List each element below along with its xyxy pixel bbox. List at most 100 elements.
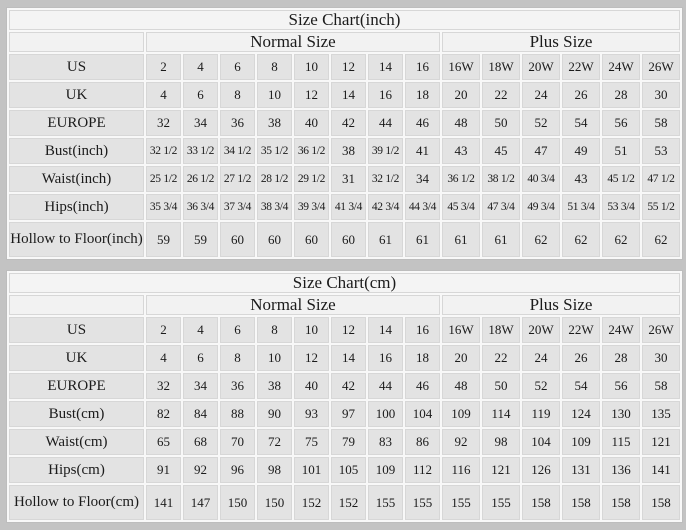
size-cell: 61 <box>405 222 440 257</box>
size-cell: 152 <box>331 485 366 520</box>
size-cell: 48 <box>442 110 480 136</box>
size-cell: 91 <box>146 457 181 483</box>
row-label: Hips(inch) <box>9 194 144 220</box>
size-cell: 10 <box>294 317 329 343</box>
size-cell: 45 <box>482 138 520 164</box>
size-cell: 51 3/4 <box>562 194 600 220</box>
size-cell: 90 <box>257 401 292 427</box>
size-cell: 36 <box>220 110 255 136</box>
size-cell: 47 3/4 <box>482 194 520 220</box>
size-cell: 38 3/4 <box>257 194 292 220</box>
size-cell: 40 <box>294 373 329 399</box>
size-cell: 49 3/4 <box>522 194 560 220</box>
size-cell: 6 <box>220 54 255 80</box>
size-cell: 115 <box>602 429 640 455</box>
size-cell: 28 1/2 <box>257 166 292 192</box>
size-cell: 18W <box>482 317 520 343</box>
size-cell: 147 <box>183 485 218 520</box>
size-cell: 109 <box>442 401 480 427</box>
size-cell: 18 <box>405 82 440 108</box>
size-cell: 53 3/4 <box>602 194 640 220</box>
size-cell: 12 <box>331 317 366 343</box>
size-cell: 24W <box>602 54 640 80</box>
size-cell: 8 <box>257 317 292 343</box>
size-cell: 75 <box>294 429 329 455</box>
table-row: Hips(cm) 91 92 96 98 101 105 109 112 116 121 126 131… <box>9 457 680 483</box>
size-cell: 39 1/2 <box>368 138 403 164</box>
row-label: Bust(inch) <box>9 138 144 164</box>
size-cell: 121 <box>482 457 520 483</box>
size-cell: 116 <box>442 457 480 483</box>
size-cell: 97 <box>331 401 366 427</box>
size-cell: 36 1/2 <box>442 166 480 192</box>
group-header-normal-size: Normal Size <box>146 32 440 52</box>
size-cell: 58 <box>642 110 680 136</box>
table-row: UK 4 6 8 10 12 14 16 18 20 22 24 26 28 30 <box>9 82 680 108</box>
size-cell: 104 <box>522 429 560 455</box>
size-cell: 22W <box>562 317 600 343</box>
size-cell: 24 <box>522 82 560 108</box>
size-cell: 141 <box>642 457 680 483</box>
size-cell: 52 <box>522 110 560 136</box>
size-cell: 68 <box>183 429 218 455</box>
size-cell: 30 <box>642 82 680 108</box>
size-cell: 16 <box>405 54 440 80</box>
size-cell: 16 <box>368 82 403 108</box>
size-cell: 14 <box>331 345 366 371</box>
row-label: Bust(cm) <box>9 401 144 427</box>
size-cell: 8 <box>257 54 292 80</box>
size-chart-inch: Size Chart(inch) Normal Size Plus Size US 2 4… <box>6 7 683 260</box>
size-cell: 62 <box>522 222 560 257</box>
size-cell: 32 <box>146 373 181 399</box>
size-cell: 56 <box>602 373 640 399</box>
size-cell: 96 <box>220 457 255 483</box>
size-cell: 12 <box>331 54 366 80</box>
row-label: Waist(inch) <box>9 166 144 192</box>
size-cell: 6 <box>183 82 218 108</box>
row-label: Hips(cm) <box>9 457 144 483</box>
size-cell: 10 <box>257 345 292 371</box>
group-header-normal-size: Normal Size <box>146 295 440 315</box>
size-cell: 29 1/2 <box>294 166 329 192</box>
size-cell: 18 <box>405 345 440 371</box>
size-cell: 50 <box>482 110 520 136</box>
size-cell: 61 <box>482 222 520 257</box>
size-cell: 59 <box>183 222 218 257</box>
size-cell: 22W <box>562 54 600 80</box>
size-cell: 37 3/4 <box>220 194 255 220</box>
size-cell: 121 <box>642 429 680 455</box>
size-cell: 54 <box>562 110 600 136</box>
size-cell: 14 <box>368 317 403 343</box>
table-row: Hollow to Floor(cm) 141 147 150 150 152 152 155… <box>9 485 680 520</box>
size-cell: 28 <box>602 345 640 371</box>
table-row: Bust(inch) 32 1/2 33 1/2 34 1/2 35 1/2 36 1/2… <box>9 138 680 164</box>
size-cell: 158 <box>522 485 560 520</box>
size-cell: 25 1/2 <box>146 166 181 192</box>
size-cell: 126 <box>522 457 560 483</box>
size-cell: 6 <box>220 317 255 343</box>
size-cell: 155 <box>482 485 520 520</box>
size-cell: 43 <box>442 138 480 164</box>
size-cell: 36 1/2 <box>294 138 329 164</box>
size-cell: 16 <box>405 317 440 343</box>
size-cell: 38 <box>331 138 366 164</box>
size-cell: 48 <box>442 373 480 399</box>
size-cell: 62 <box>562 222 600 257</box>
size-cell: 70 <box>220 429 255 455</box>
size-cell: 42 <box>331 373 366 399</box>
size-cell: 38 <box>257 110 292 136</box>
size-cell: 41 <box>405 138 440 164</box>
size-cell: 34 1/2 <box>220 138 255 164</box>
size-cell: 24W <box>602 317 640 343</box>
size-cell: 56 <box>602 110 640 136</box>
size-cell: 82 <box>146 401 181 427</box>
size-cell: 46 <box>405 110 440 136</box>
size-cell: 44 3/4 <box>405 194 440 220</box>
corner-cell <box>9 32 144 52</box>
row-label: Hollow to Floor(cm) <box>9 485 144 520</box>
size-cell: 30 <box>642 345 680 371</box>
size-cell: 47 1/2 <box>642 166 680 192</box>
size-cell: 65 <box>146 429 181 455</box>
size-cell: 51 <box>602 138 640 164</box>
table-row: EUROPE 32 34 36 38 40 42 44 46 48 50 52 54 56 58 <box>9 373 680 399</box>
